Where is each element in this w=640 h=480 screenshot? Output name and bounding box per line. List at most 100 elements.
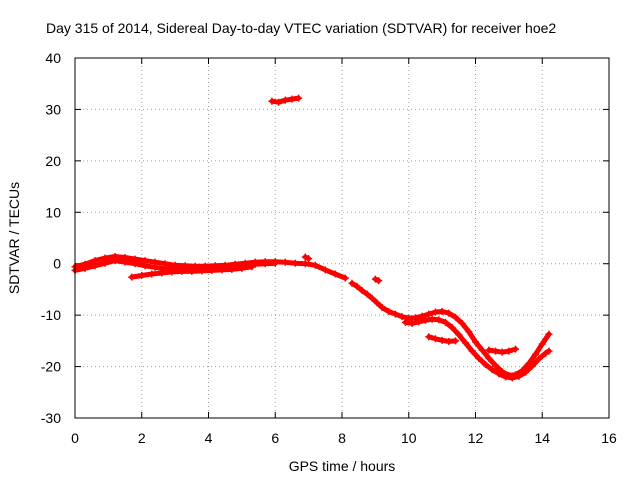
data-point	[311, 261, 319, 269]
data-point	[408, 319, 416, 327]
data-point	[148, 270, 156, 278]
data-point	[158, 269, 166, 277]
data-point	[378, 303, 386, 311]
data-point	[431, 335, 439, 343]
data-point	[425, 333, 433, 341]
data-point	[188, 267, 196, 275]
data-point	[535, 355, 543, 363]
data-point	[131, 260, 139, 268]
data-point	[385, 308, 393, 316]
data-point	[101, 259, 109, 267]
data-point	[271, 259, 279, 267]
x-tick-label: 14	[534, 430, 550, 446]
data-point	[448, 323, 456, 331]
data-point	[498, 348, 506, 356]
data-point	[505, 347, 513, 355]
data-point	[465, 328, 473, 336]
data-point	[373, 299, 381, 307]
data-point	[478, 346, 486, 354]
data-point	[431, 308, 439, 316]
data-point	[475, 354, 483, 362]
data-point	[538, 340, 546, 348]
data-point	[532, 350, 540, 358]
data-points	[71, 94, 553, 382]
data-point	[455, 331, 463, 339]
data-point	[398, 313, 406, 321]
data-point	[218, 266, 226, 274]
data-point	[111, 257, 119, 265]
x-tick-label: 10	[401, 430, 417, 446]
data-point	[441, 318, 449, 326]
data-point	[515, 372, 523, 380]
data-point	[268, 97, 276, 105]
data-point	[502, 373, 510, 381]
x-tick-label: 6	[271, 430, 279, 446]
data-point	[415, 318, 423, 326]
data-point	[261, 260, 269, 268]
series-track	[402, 316, 552, 381]
data-point	[451, 313, 459, 321]
data-point	[492, 347, 500, 355]
data-point	[248, 263, 256, 271]
data-point	[425, 310, 433, 318]
x-tick-label: 16	[601, 430, 617, 446]
data-point	[281, 96, 289, 104]
data-point	[371, 275, 379, 283]
data-point	[391, 310, 399, 318]
x-tick-label: 8	[338, 430, 346, 446]
data-point	[485, 346, 493, 354]
x-tick-label: 4	[205, 430, 213, 446]
data-point	[512, 345, 520, 353]
data-point	[438, 336, 446, 344]
data-point	[435, 316, 443, 324]
data-point	[445, 337, 453, 345]
data-point	[438, 308, 446, 316]
y-tick-label: 10	[45, 204, 61, 220]
data-point	[275, 98, 283, 106]
data-point	[121, 258, 129, 266]
data-point	[368, 294, 376, 302]
data-point	[141, 262, 149, 270]
data-point	[238, 264, 246, 272]
data-point	[461, 339, 469, 347]
data-point	[228, 265, 236, 273]
x-tick-label: 0	[71, 430, 79, 446]
y-axis-title: SDTVAR / TECUs	[6, 182, 22, 294]
data-point	[81, 264, 89, 272]
data-point	[375, 277, 383, 285]
y-tick-label: -30	[41, 410, 61, 426]
data-point	[321, 266, 329, 274]
x-tick-label: 12	[468, 430, 484, 446]
data-point	[508, 374, 516, 382]
data-point	[305, 255, 313, 263]
data-point	[451, 337, 459, 345]
data-point	[341, 274, 349, 282]
data-point	[528, 362, 536, 370]
data-point	[353, 282, 361, 290]
data-point	[178, 267, 186, 275]
y-tick-label: -10	[41, 307, 61, 323]
x-axis-title: GPS time / hours	[289, 458, 396, 474]
data-point	[331, 270, 339, 278]
data-point	[208, 266, 216, 274]
data-point	[288, 95, 296, 103]
data-point	[485, 354, 493, 362]
data-point	[421, 316, 429, 324]
series-track	[72, 254, 348, 281]
data-point	[545, 347, 553, 355]
chart-title: Day 315 of 2014, Sidereal Day-to-day VTE…	[46, 20, 556, 36]
data-point	[91, 262, 99, 270]
data-point	[458, 319, 466, 327]
data-point	[348, 279, 356, 287]
data-point	[522, 368, 530, 376]
data-point	[301, 260, 309, 268]
data-point	[358, 286, 366, 294]
x-tick-label: 2	[138, 430, 146, 446]
data-point	[168, 268, 176, 276]
data-point	[295, 94, 303, 102]
y-tick-label: 30	[45, 101, 61, 117]
data-point	[198, 267, 206, 275]
data-point	[151, 263, 159, 271]
data-point	[301, 253, 309, 261]
